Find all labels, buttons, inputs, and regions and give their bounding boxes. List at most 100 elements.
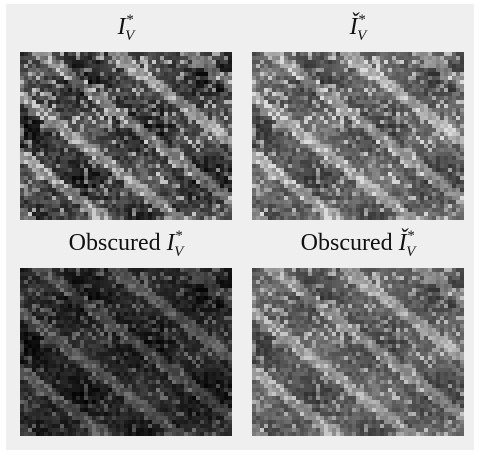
image-pixel [28,52,33,57]
image-pixel [384,128,389,133]
image-pixel [136,108,141,113]
image-pixel [76,112,81,117]
image-pixel [124,140,129,145]
image-pixel [112,80,117,85]
image-pixel [400,204,405,209]
image-pixel [132,64,137,69]
image-pixel [132,56,137,61]
image-pixel [200,276,205,281]
image-pixel [320,160,325,165]
image-pixel [96,192,101,197]
image-pixel [60,196,65,201]
image-pixel [160,208,165,213]
image-pixel [316,172,321,177]
image-pixel [180,108,185,113]
image-pixel [276,212,281,217]
image-pixel [272,176,277,181]
image-pixel [384,124,389,129]
image-pixel [364,188,369,193]
image-pixel [304,176,309,181]
image-pixel [176,160,181,165]
image-pixel [152,100,157,105]
image-pixel [260,216,265,220]
image-pixel [156,52,161,57]
image-pixel [200,136,205,141]
image-pixel [448,168,453,173]
image-pixel [436,192,441,197]
image-pixel [156,88,161,93]
image-pixel [344,104,349,109]
image-pixel [268,148,273,153]
image-pixel [344,100,349,105]
image-pixel [72,304,77,309]
image-pixel [184,104,189,109]
image-pixel [304,56,309,61]
image-pixel [456,140,461,145]
image-pixel [456,188,461,193]
image-pixel [384,148,389,153]
image-pixel [148,272,153,277]
image-pixel [176,192,181,197]
image-pixel [280,52,285,57]
image-pixel [368,104,373,109]
image-pixel [128,144,133,149]
image-pixel [92,144,97,149]
image-pixel [28,172,33,177]
image-pixel [308,92,313,97]
image-pixel [132,132,137,137]
image-pixel [52,156,57,161]
image-pixel [372,112,377,117]
image-pixel [216,116,221,121]
image-pixel [84,272,89,277]
image-pixel [156,136,161,141]
image-pixel [324,88,329,93]
image-pixel [428,136,433,141]
image-pixel [356,116,361,121]
image-pixel [88,196,93,201]
image-pixel [72,268,77,273]
image-pixel [388,180,393,185]
image-pixel [416,108,421,113]
image-pixel [224,160,229,165]
image-pixel [176,120,181,125]
image-pixel [40,172,45,177]
image-pixel [228,52,232,57]
image-pixel [272,184,277,189]
image-pixel [424,60,429,65]
image-pixel [172,304,177,309]
image-pixel [116,192,121,197]
image-pixel [388,164,393,169]
image-pixel [152,272,157,277]
image-pixel [120,116,125,121]
image-pixel [204,204,209,209]
image-pixel [452,80,457,85]
image-pixel [412,128,417,133]
image-pixel [356,112,361,117]
image-pixel [188,208,193,213]
image-pixel [252,84,257,89]
image-pixel [48,104,53,109]
image-pixel [388,188,393,193]
image-pixel [268,116,273,121]
image-pixel [432,68,437,73]
image-pixel [32,208,37,213]
image-pixel [336,148,341,153]
image-pixel [200,204,205,209]
image-pixel [384,184,389,189]
image-pixel [92,148,97,153]
image-pixel [68,208,73,213]
image-pixel [160,280,165,285]
image-pixel [160,144,165,149]
image-pixel [460,104,464,109]
image-pixel [208,168,213,173]
image-pixel [288,148,293,153]
image-pixel [64,84,69,89]
image-pixel [164,92,169,97]
image-pixel [252,72,257,77]
image-pixel [256,60,261,65]
image-pixel [372,184,377,189]
image-pixel [216,180,221,185]
image-pixel [400,108,405,113]
image-pixel [416,144,421,149]
image-pixel [380,168,385,173]
